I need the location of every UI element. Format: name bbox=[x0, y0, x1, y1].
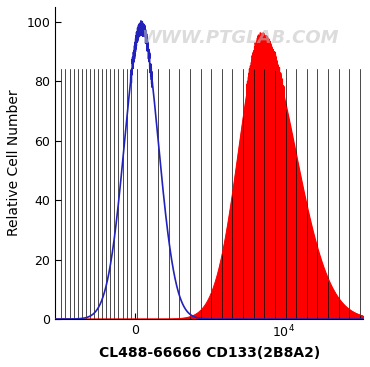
Text: WWW.PTGLAB.COM: WWW.PTGLAB.COM bbox=[141, 29, 339, 47]
Y-axis label: Relative Cell Number: Relative Cell Number bbox=[7, 90, 21, 236]
X-axis label: CL488-66666 CD133(2B8A2): CL488-66666 CD133(2B8A2) bbox=[98, 346, 320, 360]
